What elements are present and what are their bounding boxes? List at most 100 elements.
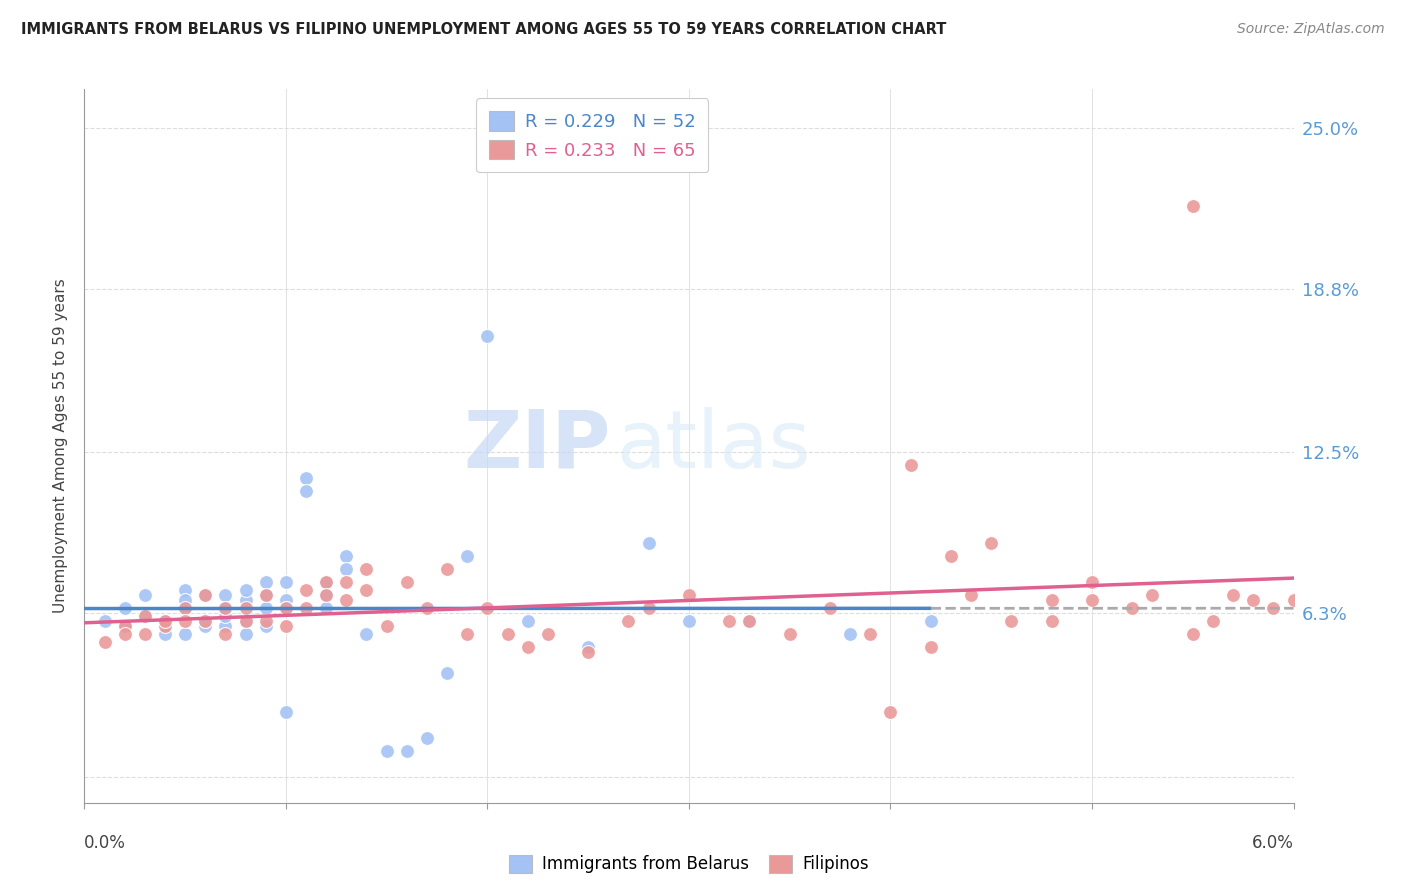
Point <box>214 627 236 641</box>
Point <box>134 627 156 641</box>
Point <box>1142 588 1164 602</box>
Legend: Immigrants from Belarus, Filipinos: Immigrants from Belarus, Filipinos <box>502 848 876 880</box>
Point <box>315 588 337 602</box>
Point <box>174 627 197 641</box>
Point <box>859 627 882 641</box>
Point <box>356 582 378 597</box>
Point <box>516 614 538 628</box>
Y-axis label: Unemployment Among Ages 55 to 59 years: Unemployment Among Ages 55 to 59 years <box>53 278 69 614</box>
Point <box>235 614 257 628</box>
Point <box>274 575 297 590</box>
Point <box>335 575 357 590</box>
Point <box>214 619 236 633</box>
Text: 0.0%: 0.0% <box>84 834 127 852</box>
Point <box>456 627 478 641</box>
Point <box>779 627 801 641</box>
Point <box>274 601 297 615</box>
Point <box>678 614 700 628</box>
Point <box>637 601 659 615</box>
Point <box>235 601 257 615</box>
Point <box>960 588 983 602</box>
Point <box>516 640 538 654</box>
Point <box>153 614 176 628</box>
Point <box>416 601 439 615</box>
Point <box>436 562 458 576</box>
Point <box>1000 614 1022 628</box>
Point <box>194 614 217 628</box>
Point <box>194 588 217 602</box>
Point <box>315 575 337 590</box>
Point <box>1181 199 1204 213</box>
Point <box>254 588 277 602</box>
Point <box>174 601 197 615</box>
Point <box>879 705 901 719</box>
Point <box>617 614 640 628</box>
Point <box>395 744 418 758</box>
Point <box>980 536 1002 550</box>
Point <box>315 601 337 615</box>
Point <box>295 582 318 597</box>
Point <box>576 640 599 654</box>
Point <box>637 536 659 550</box>
Point <box>920 614 942 628</box>
Point <box>537 627 560 641</box>
Point <box>214 588 236 602</box>
Text: Source: ZipAtlas.com: Source: ZipAtlas.com <box>1237 22 1385 37</box>
Point <box>738 614 761 628</box>
Point <box>153 614 176 628</box>
Point <box>274 705 297 719</box>
Point <box>1121 601 1143 615</box>
Point <box>194 619 217 633</box>
Point <box>356 627 378 641</box>
Point <box>235 582 257 597</box>
Point <box>939 549 962 564</box>
Point <box>214 601 236 615</box>
Text: 6.0%: 6.0% <box>1251 834 1294 852</box>
Point <box>114 619 136 633</box>
Point <box>1263 601 1285 615</box>
Point <box>134 609 156 624</box>
Point <box>416 731 439 745</box>
Point <box>214 601 236 615</box>
Point <box>315 588 337 602</box>
Point <box>1282 593 1305 607</box>
Point <box>174 582 197 597</box>
Point <box>1241 593 1264 607</box>
Text: atlas: atlas <box>616 407 811 485</box>
Point <box>114 619 136 633</box>
Point <box>718 614 741 628</box>
Point <box>738 614 761 628</box>
Point <box>93 635 115 649</box>
Point <box>1202 614 1225 628</box>
Point <box>93 614 115 628</box>
Point <box>295 471 318 485</box>
Point <box>254 619 277 633</box>
Point <box>477 601 499 615</box>
Point <box>235 593 257 607</box>
Point <box>920 640 942 654</box>
Point <box>678 588 700 602</box>
Point <box>436 666 458 681</box>
Text: ZIP: ZIP <box>463 407 610 485</box>
Point <box>1040 614 1063 628</box>
Point <box>174 593 197 607</box>
Point <box>335 562 357 576</box>
Point <box>576 645 599 659</box>
Point <box>818 601 841 615</box>
Point <box>235 627 257 641</box>
Point <box>335 593 357 607</box>
Point <box>134 609 156 624</box>
Point <box>214 609 236 624</box>
Point <box>456 549 478 564</box>
Point <box>1081 575 1104 590</box>
Point <box>274 601 297 615</box>
Point <box>395 575 418 590</box>
Point <box>900 458 922 473</box>
Point <box>1040 593 1063 607</box>
Point <box>254 601 277 615</box>
Point <box>1081 593 1104 607</box>
Point <box>235 614 257 628</box>
Point <box>839 627 862 641</box>
Point <box>375 744 398 758</box>
Point <box>356 562 378 576</box>
